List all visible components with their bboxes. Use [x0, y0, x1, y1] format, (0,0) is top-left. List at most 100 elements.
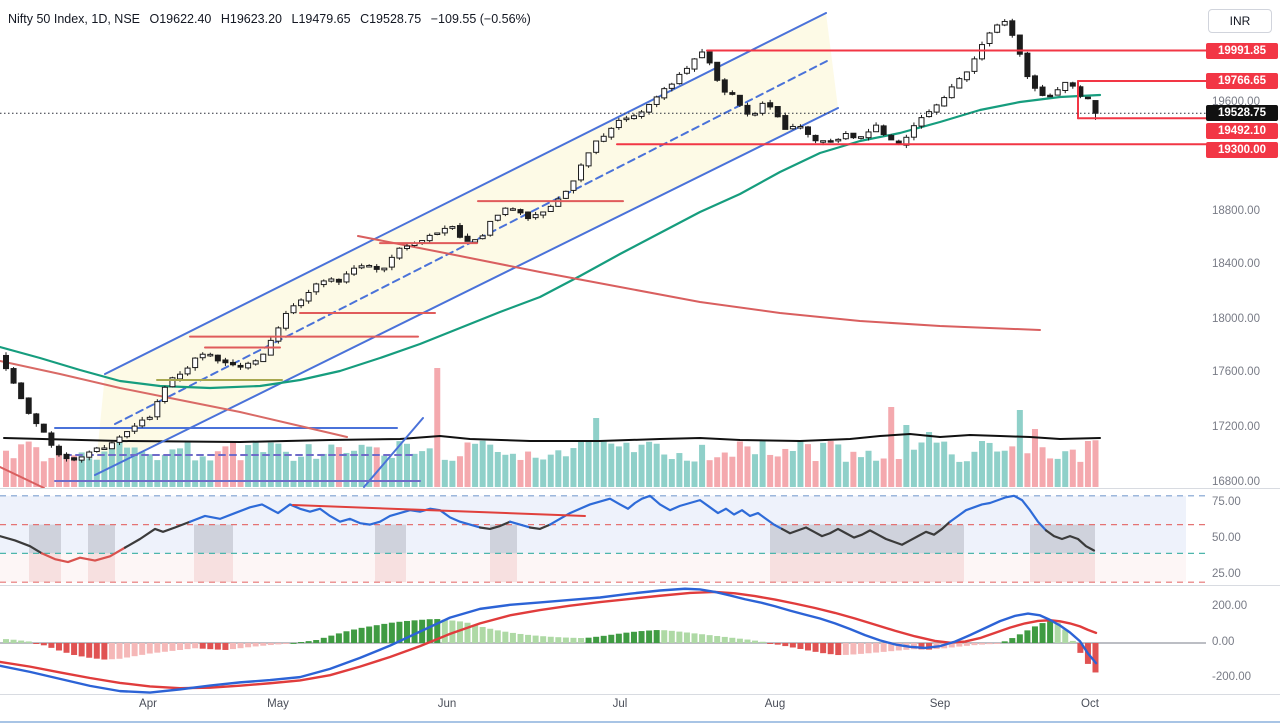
macd-histogram-bar	[252, 643, 259, 647]
volume-bar	[1054, 458, 1061, 487]
symbol-legend[interactable]: Nifty 50 Index, 1D, NSE O19622.40 H19623…	[8, 12, 537, 26]
volume-bar	[154, 460, 161, 487]
macd-histogram-bar	[298, 641, 305, 643]
volume-bar	[1031, 429, 1038, 487]
volume-bar	[752, 454, 759, 487]
price-axis-label[interactable]: 18400.00	[1212, 258, 1260, 270]
macd-histogram-bar	[3, 639, 9, 643]
candle-body	[328, 278, 335, 282]
volume-bar	[222, 446, 229, 487]
last-price-badge: 19528.75	[1206, 105, 1278, 121]
macd-histogram-bar	[33, 643, 40, 644]
macd-axis-label[interactable]: 0.00	[1212, 636, 1235, 648]
currency-button[interactable]: INR	[1208, 9, 1272, 33]
macd-histogram-bar	[555, 637, 562, 643]
volume-bar	[857, 457, 864, 487]
macd-histogram-bar	[86, 643, 93, 658]
macd-histogram-bar	[154, 643, 161, 653]
time-axis-month[interactable]: Oct	[1081, 698, 1099, 710]
macd-axis-label[interactable]: 200.00	[1212, 600, 1248, 612]
candle-body	[237, 364, 244, 368]
rsi-pane	[0, 494, 1206, 583]
macd-histogram-bar	[161, 643, 168, 652]
macd-histogram-bar	[222, 643, 229, 650]
candle-body	[313, 283, 320, 293]
volume-bar	[608, 443, 615, 487]
macd-histogram-bar	[570, 637, 577, 643]
candle-body	[78, 456, 85, 461]
time-axis-month[interactable]: Jun	[437, 698, 457, 710]
candle-body	[86, 451, 93, 458]
macd-histogram-bar	[124, 643, 131, 658]
volume-bar	[865, 450, 872, 487]
candle-body	[139, 419, 146, 427]
candle-body	[752, 113, 759, 116]
macd-axis-label[interactable]: -200.00	[1212, 671, 1252, 683]
candle-body	[18, 382, 25, 400]
candle-body	[456, 225, 463, 238]
rsi-axis-label[interactable]: 75.00	[1212, 496, 1241, 508]
price-axis-label[interactable]: 18000.00	[1212, 313, 1260, 325]
candle-body	[857, 136, 864, 139]
volume-bar	[146, 454, 153, 487]
volume-bar	[926, 432, 933, 487]
candle-body	[699, 51, 706, 59]
rsi-axis-label[interactable]: 50.00	[1212, 532, 1241, 544]
macd-histogram-bar	[767, 643, 774, 644]
volume-bar	[184, 442, 191, 487]
macd-histogram-bar	[358, 627, 365, 643]
macd-histogram-bar	[351, 629, 358, 643]
macd-histogram-bar	[850, 643, 857, 655]
symbol-title[interactable]: Nifty 50 Index, 1D, NSE	[8, 12, 141, 26]
volume-bar	[487, 444, 494, 487]
volume-bar	[888, 407, 895, 487]
legend-open: O19622.40	[149, 12, 212, 26]
pane-separators	[0, 488, 1280, 723]
macd-histogram-bar	[615, 633, 622, 643]
candle-body	[146, 416, 153, 420]
time-axis-month[interactable]: Aug	[764, 698, 786, 710]
price-axis-label[interactable]: 16800.00	[1212, 476, 1260, 488]
drawn-horizontal-lines	[54, 427, 421, 482]
candle-body	[1039, 86, 1046, 96]
macd-histogram-bar	[600, 635, 607, 643]
candle-body	[827, 140, 834, 143]
macd-histogram-bar	[78, 643, 85, 657]
time-axis-month[interactable]: Sep	[929, 698, 951, 710]
candle-body	[1024, 52, 1031, 78]
volume-bar	[131, 447, 138, 487]
macd-histogram-bar	[797, 643, 804, 649]
candle-body	[850, 132, 857, 139]
time-axis-month[interactable]: Jul	[612, 698, 628, 710]
price-axis-label[interactable]: 17600.00	[1212, 366, 1260, 378]
candle-body	[40, 423, 47, 433]
volume-bar	[1001, 450, 1008, 487]
rsi-axis-label[interactable]: 25.00	[1212, 568, 1241, 580]
candle-body	[994, 24, 1001, 33]
volume-bar	[540, 459, 547, 487]
time-axis-month[interactable]: May	[267, 698, 289, 710]
volume-bar	[729, 456, 736, 487]
volume-bar	[668, 459, 675, 487]
macd-histogram-bar	[691, 633, 698, 643]
macd-histogram-bar	[812, 643, 819, 652]
candle-body	[207, 353, 214, 357]
macd-histogram-bar	[789, 643, 796, 648]
price-axis-label[interactable]: 17200.00	[1212, 421, 1260, 433]
candle-body	[366, 264, 373, 268]
volume-bar	[630, 452, 637, 487]
volume-bar	[411, 453, 418, 487]
volume-bar	[994, 451, 1001, 487]
candle-body	[547, 205, 554, 212]
candle-body	[941, 97, 948, 107]
volume-bar	[252, 441, 259, 487]
time-axis-month[interactable]: Apr	[139, 698, 157, 710]
macd-histogram-bar	[971, 643, 978, 646]
macd-histogram-bar	[313, 640, 320, 643]
candle-body	[434, 232, 441, 235]
macd-histogram-bar	[979, 643, 986, 645]
macd-histogram-bar	[956, 643, 963, 647]
candle-body	[1001, 20, 1008, 26]
price-axis-label[interactable]: 18800.00	[1212, 205, 1260, 217]
